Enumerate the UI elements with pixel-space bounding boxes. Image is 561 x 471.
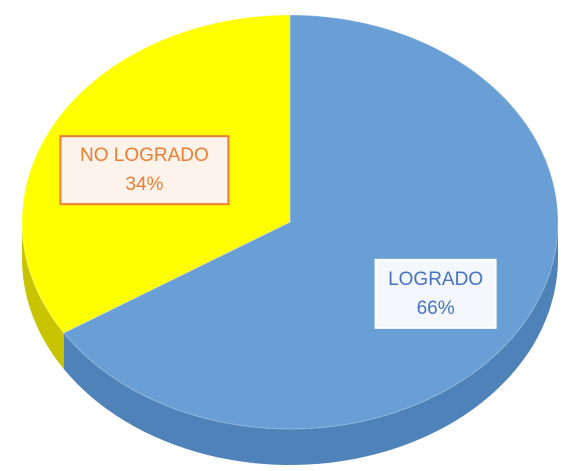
label-box [374,258,497,329]
pie-side [63,222,558,465]
value-label: 34% [125,174,163,195]
category-label: NO LOGRADO [80,145,209,166]
value-label: 66% [417,298,455,319]
label-box [59,135,230,206]
category-label: LOGRADO [388,269,483,290]
pie-side [22,222,64,369]
